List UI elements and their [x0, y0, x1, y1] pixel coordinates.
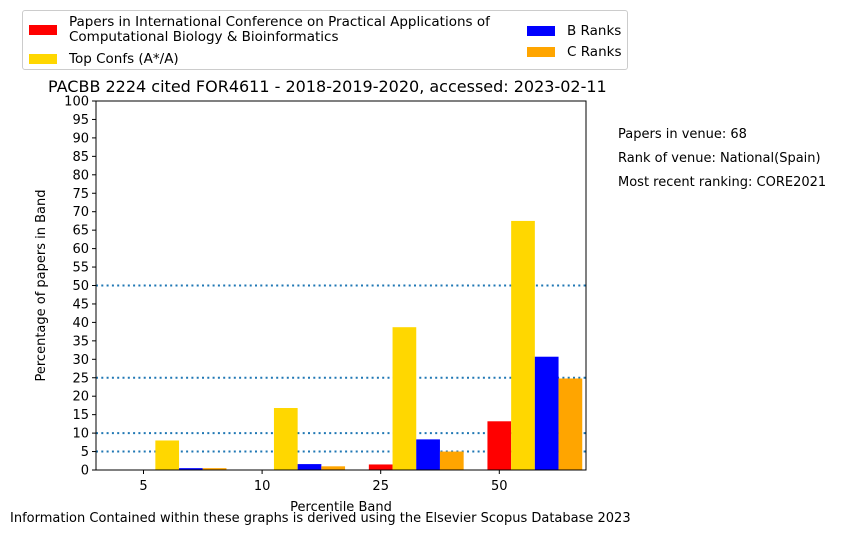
y-tick-label-55: 55	[72, 261, 89, 276]
y-tick-label-20: 20	[72, 390, 89, 405]
bar-50-series-1	[511, 220, 535, 470]
legend-item-b: B Ranks	[527, 24, 621, 39]
x-axis-label: Percentile Band	[290, 500, 392, 515]
x-axis-ticks: 5 10 25 50	[139, 470, 508, 494]
y-tick-label-30: 30	[72, 353, 89, 368]
most-recent-ranking: Most recent ranking: CORE2021	[618, 175, 827, 190]
y-tick-label-5: 5	[81, 445, 89, 460]
x-tick-label-25: 25	[372, 479, 389, 494]
bar-50-series-2	[534, 356, 559, 470]
y-tick-label-85: 85	[72, 150, 89, 165]
papers-in-venue: Papers in venue: 68	[618, 127, 747, 142]
x-tick-label-10: 10	[254, 479, 271, 494]
legend-swatch-c	[527, 47, 555, 57]
y-tick-label-50: 50	[72, 279, 89, 294]
bar-50-series-3	[558, 378, 583, 470]
y-tick-label-100: 100	[64, 95, 89, 110]
y-tick-label-25: 25	[72, 371, 89, 386]
rank-of-venue: Rank of venue: National(Spain)	[618, 151, 821, 166]
bar-5-series-1	[155, 440, 180, 470]
legend-swatch-venue	[29, 25, 57, 35]
legend-item-venue: Papers in International Conference on Pr…	[29, 15, 490, 45]
bar-10-series-3	[321, 466, 346, 470]
bar-25-series-1	[392, 327, 417, 470]
x-tick-label-50: 50	[491, 479, 508, 494]
y-tick-label-90: 90	[72, 131, 89, 146]
bar-25-series-0	[368, 464, 393, 470]
legend: Papers in International Conference on Pr…	[22, 10, 628, 70]
bar-10-series-1	[273, 408, 298, 470]
bar-5-series-2	[179, 468, 203, 470]
y-axis-ticks: 0 5 10 15 20 25 30 35 40 45 50 55 60 65 70 75 80 85 90 95 10…	[64, 95, 96, 479]
y-tick-label-40: 40	[72, 316, 89, 331]
legend-label-b: B Ranks	[567, 23, 622, 39]
bars	[155, 220, 583, 470]
y-tick-label-60: 60	[72, 242, 89, 257]
y-tick-label-80: 80	[72, 168, 89, 183]
legend-label-c: C Ranks	[567, 44, 622, 60]
y-tick-label-75: 75	[72, 187, 89, 202]
bar-25-series-3	[439, 451, 464, 470]
bar-25-series-2	[416, 439, 440, 470]
legend-label-venue: Papers in International Conference on Pr…	[69, 15, 490, 45]
y-tick-label-95: 95	[72, 113, 89, 128]
y-tick-label-45: 45	[72, 297, 89, 312]
legend-label-venue-line2: Computational Biology & Bioinformatics	[69, 29, 339, 45]
data-source-note: Information Contained within these graph…	[10, 511, 631, 526]
legend-label-top: Top Confs (A*/A)	[69, 51, 179, 67]
x-tick-label-5: 5	[139, 479, 147, 494]
y-tick-label-15: 15	[72, 408, 89, 423]
legend-swatch-b	[527, 26, 555, 36]
bar-5-series-3	[202, 468, 227, 470]
y-axis-label: Percentage of papers in Band	[34, 189, 49, 381]
y-tick-label-0: 0	[81, 464, 89, 479]
bar-50-series-0	[487, 421, 512, 470]
legend-label-venue-line1: Papers in International Conference on Pr…	[69, 14, 490, 30]
y-tick-label-70: 70	[72, 205, 89, 220]
bar-10-series-2	[297, 464, 322, 470]
legend-swatch-top	[29, 54, 57, 64]
chart-title: PACBB 2224 cited FOR4611 - 2018-2019-202…	[48, 77, 607, 96]
y-tick-label-10: 10	[72, 427, 89, 442]
legend-item-c: C Ranks	[527, 45, 621, 60]
y-tick-label-35: 35	[72, 334, 89, 349]
legend-item-top: Top Confs (A*/A)	[29, 52, 179, 67]
y-tick-label-65: 65	[72, 224, 89, 239]
